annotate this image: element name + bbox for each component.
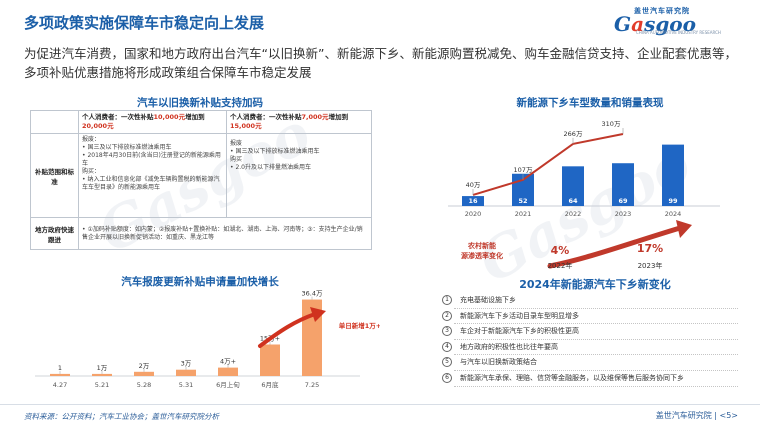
line-value-label: 40万	[466, 181, 481, 189]
bar-value-label: 99	[668, 197, 678, 205]
bar-value-label: 52	[518, 197, 527, 205]
changes-title: 2024年新能源汽车下乡新变化	[519, 278, 671, 291]
footer-org: 盖世汽车研究院 | <5>	[655, 411, 738, 420]
x-tick-label: 6月上旬	[216, 380, 240, 389]
changes-list: 1 充电基础设施下乡 2 新能源汽车下乡活动目录车型明显增多 3 车企对于新能源汽车下…	[438, 293, 738, 387]
bar-value-label: 36.4万	[302, 290, 323, 298]
progress-chart: 14.271万5.212万5.283万5.314万+6月上旬15万+6月底36.…	[35, 290, 380, 389]
list-item: 3 车企对于新能源汽车下乡的积极性更高	[438, 324, 738, 340]
bar	[562, 166, 584, 206]
bar	[134, 371, 154, 376]
table-corner	[30, 110, 79, 134]
list-item: 4 地方政府的积极性也比往年要高	[438, 340, 738, 356]
line-value-label: 266万	[564, 130, 583, 138]
footer: 资料来源：公开资料；汽车工业协会；盖世汽车研究院分析 盖世汽车研究院 | <5>	[0, 404, 760, 428]
annotation-year: 2022年	[548, 261, 573, 270]
table-cell-col2: 报废 • 国三及以下排放标准燃油乘用车 购买 • 2.0升及以下排量燃油乘用车	[226, 133, 372, 218]
bar	[176, 369, 196, 376]
list-item: 1 充电基础设施下乡	[438, 293, 738, 309]
table-row-label: 补贴范围和标准	[30, 133, 79, 218]
footer-source: 资料来源：公开资料；汽车工业协会；盖世汽车研究院分析	[24, 412, 219, 421]
bar	[260, 344, 280, 376]
progress-chart-title: 汽车报废更新补贴申请量加快增长	[121, 276, 279, 288]
x-tick-label: 2024	[665, 210, 682, 218]
x-tick-label: 7.25	[305, 381, 319, 389]
annotation-value: 4%	[551, 244, 570, 257]
x-tick-label: 5.31	[179, 381, 193, 389]
growth-arrow-head	[310, 307, 326, 322]
growth-arrow	[547, 225, 683, 269]
subsidy-table: 个人消费者：一次性补贴10,000元增加到20,000元 个人消费者：一次性补贴…	[30, 110, 372, 250]
annotation-value: 17%	[637, 242, 663, 255]
series-line	[472, 133, 624, 196]
x-tick-label: 4.27	[53, 381, 67, 389]
table-header-col2: 个人消费者：一次性补贴7,000元增加到15,000元	[226, 110, 372, 134]
line-value-label: 107万	[514, 166, 533, 174]
logo-wordmark: Gasgoo	[614, 12, 696, 36]
bar	[92, 373, 112, 376]
x-tick-label: 2021	[515, 210, 532, 218]
list-item: 6 新能源汽车承保、理赔、信贷等金融服务，以及维保等售后服务协同下乡	[438, 371, 738, 387]
countryside-chart-title: 新能源下乡车型数量和销量表现	[516, 97, 664, 109]
line-value-label: 310万	[602, 120, 621, 128]
table-cell-col1: 报废： • 国三及以下排放标准燃油乘用车 • 2018年4月30日前(含当日)注…	[78, 133, 227, 218]
countryside-chart: 16 2020 40万 52 2021 107万 64 2022 266万 69 2023 310万 9…	[448, 120, 720, 270]
bar	[50, 373, 70, 376]
table-title: 汽车以旧换新补贴支持加码	[137, 97, 263, 109]
bar-value-label: 16	[468, 197, 478, 205]
bar	[462, 196, 484, 206]
bar-value-label: 2万	[139, 362, 150, 370]
x-tick-label: 2020	[465, 210, 482, 218]
bar	[218, 367, 238, 376]
growth-arrow-head	[676, 220, 692, 238]
annotation-label: 单日新增1万+	[339, 321, 380, 330]
intro-text: 为促进汽车消费，国家和地方政府出台汽车“以旧换新”、新能源下乡、新能源购置税减免…	[24, 46, 737, 80]
logo-subtitle: CHINA AUTOMOTIVE INDUSTRY RESEARCH	[636, 30, 721, 35]
x-tick-label: 2023	[615, 210, 632, 218]
annotation-year: 2023年	[638, 261, 663, 270]
bar	[612, 163, 634, 206]
annotation-label: 源渗透率变化	[461, 251, 503, 260]
bar-value-label: 4万+	[220, 358, 236, 366]
bar	[662, 144, 684, 206]
table-header-col1: 个人消费者：一次性补贴10,000元增加到20,000元	[78, 110, 227, 134]
bar-value-label: 69	[618, 197, 628, 205]
growth-arrow	[258, 312, 317, 348]
x-tick-label: 6月底	[261, 380, 279, 389]
bar-value-label: 1万	[97, 364, 108, 372]
brand-logo: 盖世汽车研究院 Gasgoo CHINA AUTOMOTIVE INDUSTRY…	[614, 6, 744, 36]
x-tick-label: 2022	[565, 210, 582, 218]
list-item: 2 新能源汽车下乡活动目录车型明显增多	[438, 309, 738, 325]
page-title: 多项政策实施保障车市稳定向上发展	[24, 14, 265, 32]
bar-value-label: 1	[58, 364, 62, 372]
annotation-label: 农村新能	[467, 241, 496, 250]
bar-value-label: 3万	[181, 360, 192, 368]
bar-value-label: 64	[568, 197, 578, 205]
x-tick-label: 5.21	[95, 381, 109, 389]
list-item: 5 与汽车以旧换新政策结合	[438, 355, 738, 371]
logo-top-text: 盖世汽车研究院	[634, 7, 690, 15]
table-cell-local: • ①加码补贴额度：如内蒙；②报废补贴+置换补贴：如湖北、湖南、上海、河南等；③…	[78, 217, 372, 250]
table-row-label: 地方政府快速跟进	[30, 217, 79, 250]
x-tick-label: 5.28	[137, 381, 151, 389]
